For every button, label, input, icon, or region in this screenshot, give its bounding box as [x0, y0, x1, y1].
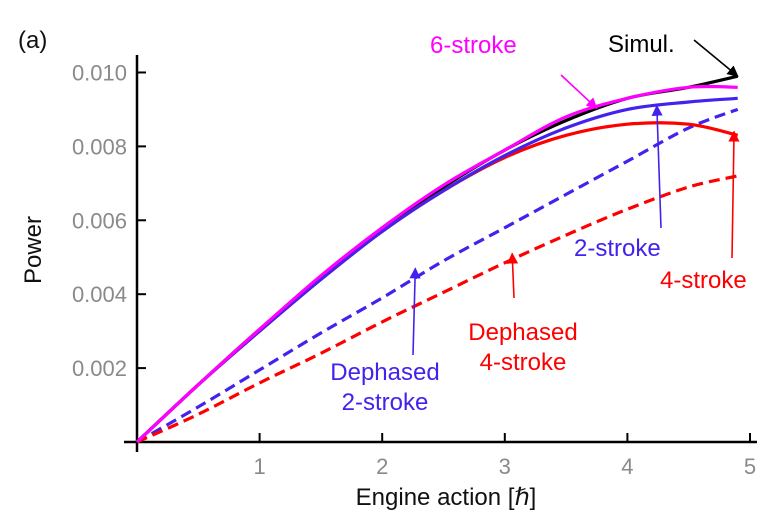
annotation-label-dephased-2-stroke: Dephased 2-stroke	[330, 359, 439, 416]
y-tick-group: 0.002 0.004 0.006 0.008 0.010	[72, 60, 146, 381]
y-tick-label: 0.006	[72, 208, 127, 233]
series-line-4-stroke	[135, 121, 739, 444]
panel-label: (a)	[18, 27, 47, 54]
x-tick-label: 3	[499, 454, 511, 479]
series-group	[135, 74, 739, 444]
series-line-dephased-4-stroke	[136, 174, 739, 444]
annotation-label-simul: Simul.	[608, 31, 675, 58]
x-tick-group: 1 2 3 4 5	[253, 433, 756, 479]
y-tick-label: 0.002	[72, 356, 127, 381]
x-tick-label: 2	[376, 454, 388, 479]
y-tick-label: 0.010	[72, 60, 127, 85]
annotation-arrow-simul	[693, 39, 739, 77]
x-tick-label: 4	[621, 454, 633, 479]
y-tick-label: 0.008	[72, 134, 127, 159]
x-tick-label: 1	[253, 454, 265, 479]
annotation-group: 6-stroke Simul. 2-stroke 4-stroke Dephased 2-…	[330, 31, 746, 416]
annotation-label-4-stroke: 4-stroke	[660, 267, 747, 294]
annotation-label-dephased-4-stroke: Dephased 4-stroke	[468, 319, 577, 376]
annotation-arrow-dephased-4-stroke	[506, 252, 519, 299]
annotation-arrow-dephased-2-stroke	[409, 267, 421, 356]
x-tick-label: 5	[744, 454, 756, 479]
y-tick-label: 0.004	[72, 282, 127, 307]
annotation-arrow-6-stroke	[560, 74, 598, 110]
x-axis-title: Engine action [ℏ]	[356, 484, 537, 511]
series-line-dephased-2-stroke	[136, 107, 739, 444]
y-axis-title: Power	[20, 216, 47, 284]
annotation-arrow-4-stroke	[728, 130, 740, 259]
annotation-label-2-stroke: 2-stroke	[574, 235, 661, 262]
annotation-arrow-2-stroke	[651, 104, 663, 229]
annotation-label-6-stroke: 6-stroke	[430, 32, 517, 59]
series-line-6-stroke	[135, 84, 738, 444]
